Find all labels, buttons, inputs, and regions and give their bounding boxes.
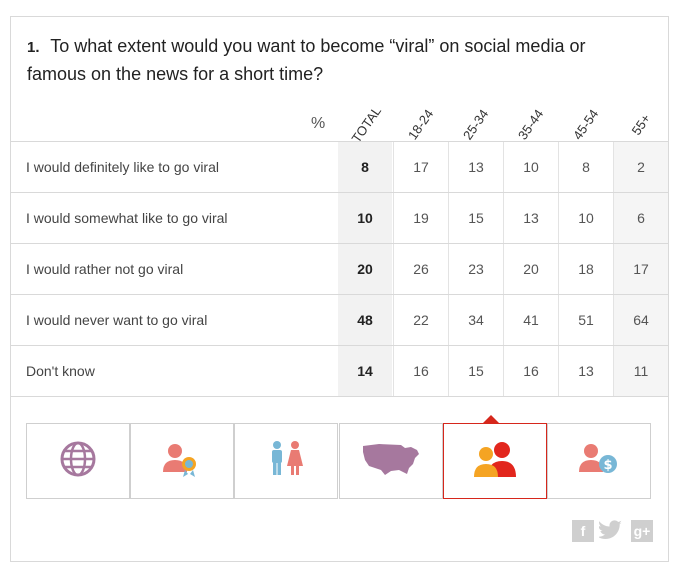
google-plus-share-button[interactable]: g+ — [631, 520, 653, 542]
row-label: I would never want to go viral — [26, 312, 208, 328]
active-tab-pointer — [482, 415, 500, 424]
cell: 19 — [393, 193, 448, 243]
question-title: 1. To what extent would you want to beco… — [27, 33, 647, 87]
question-card: 1. To what extent would you want to beco… — [10, 16, 669, 562]
question-text: To what extent would you want to become … — [27, 36, 586, 84]
cell: 13 — [558, 346, 613, 396]
table-header: % TOTAL 18-24 25-34 35-44 45-54 55+ — [11, 97, 668, 146]
person-income-icon: $ — [577, 440, 621, 483]
row-label: Don't know — [26, 363, 95, 379]
globe-icon — [59, 440, 97, 483]
tab-gender[interactable] — [234, 423, 338, 499]
column-header-35-44: 35-44 — [515, 106, 547, 143]
column-header-total: TOTAL — [348, 103, 384, 146]
tab-global[interactable] — [26, 423, 130, 499]
cell: 18 — [558, 244, 613, 294]
svg-text:$: $ — [603, 458, 612, 473]
results-table: I would definitely like to go viral 8 17… — [11, 142, 668, 397]
twitter-share-button[interactable] — [597, 519, 623, 543]
cell: 20 — [503, 244, 558, 294]
tab-age[interactable] — [443, 423, 547, 499]
cell: 22 — [393, 295, 448, 345]
google-plus-icon: g+ — [633, 523, 651, 539]
table-row: I would rather not go viral 20 26 23 20 … — [11, 244, 668, 295]
cell: 13 — [503, 193, 558, 243]
column-header-55-plus: 55+ — [628, 111, 654, 138]
breakdown-tabs: $ — [26, 423, 653, 501]
column-header-18-24: 18-24 — [405, 106, 437, 143]
cell: 8 — [558, 142, 613, 192]
cell: 10 — [503, 142, 558, 192]
cell: 17 — [613, 244, 668, 294]
column-header-25-34: 25-34 — [460, 106, 492, 143]
cell: 17 — [393, 142, 448, 192]
cell-total: 10 — [338, 193, 392, 243]
table-row: I would definitely like to go viral 8 17… — [11, 142, 668, 193]
row-label: I would definitely like to go viral — [26, 159, 219, 175]
cell: 15 — [448, 346, 503, 396]
question-number: 1. — [27, 39, 40, 56]
cell: 16 — [503, 346, 558, 396]
usa-map-icon — [361, 440, 421, 483]
tab-income[interactable]: $ — [547, 423, 651, 499]
cell-total: 20 — [338, 244, 392, 294]
tab-education[interactable] — [130, 423, 234, 499]
row-label: I would somewhat like to go viral — [26, 210, 228, 226]
table-row: Don't know 14 16 15 16 13 11 — [11, 346, 668, 397]
cell: 16 — [393, 346, 448, 396]
cell: 64 — [613, 295, 668, 345]
cell: 41 — [503, 295, 558, 345]
cell: 34 — [448, 295, 503, 345]
cell: 26 — [393, 244, 448, 294]
row-label: I would rather not go viral — [26, 261, 184, 277]
percent-label: % — [311, 115, 326, 132]
table-row: I would somewhat like to go viral 10 19 … — [11, 193, 668, 244]
facebook-share-button[interactable]: f — [572, 520, 594, 542]
cell: 6 — [613, 193, 668, 243]
cell-total: 48 — [338, 295, 392, 345]
cell: 23 — [448, 244, 503, 294]
cell: 13 — [448, 142, 503, 192]
column-header-45-54: 45-54 — [570, 106, 602, 143]
cell-total: 8 — [338, 142, 392, 192]
person-award-icon — [161, 440, 203, 483]
cell: 2 — [613, 142, 668, 192]
twitter-icon — [597, 519, 623, 543]
cell-total: 14 — [338, 346, 392, 396]
age-groups-icon — [472, 440, 518, 483]
tab-region[interactable] — [339, 423, 443, 499]
cell: 11 — [613, 346, 668, 396]
gender-icon — [266, 440, 306, 483]
cell: 10 — [558, 193, 613, 243]
table-row: I would never want to go viral 48 22 34 … — [11, 295, 668, 346]
cell: 15 — [448, 193, 503, 243]
cell: 51 — [558, 295, 613, 345]
facebook-icon: f — [580, 523, 586, 539]
